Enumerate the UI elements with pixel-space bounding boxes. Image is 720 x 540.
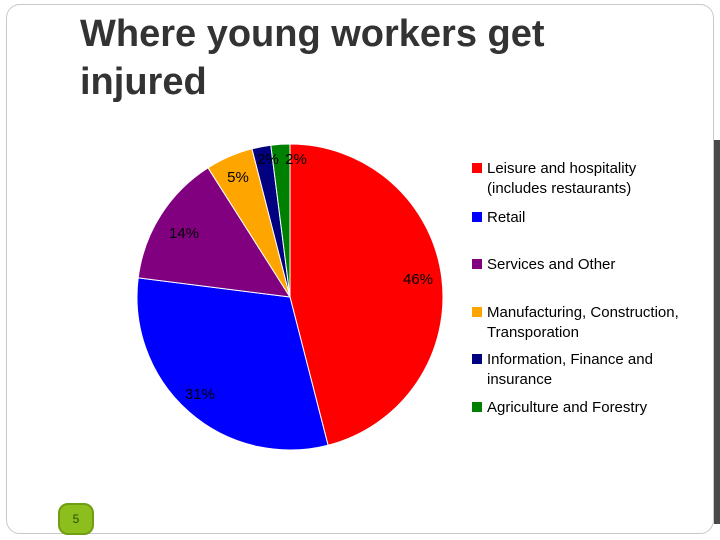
pie-slice [289,143,444,446]
slice-data-label: 14% [169,225,199,242]
legend-label: Transporation [487,324,579,341]
legend-item: Agriculture and Forestry [472,399,648,416]
legend-label: insurance [487,371,552,388]
slice-data-label: 2% [257,151,279,168]
legend-item: Manufacturing, Construction, Transporatio… [472,304,679,341]
legend-swatch [472,259,482,269]
legend-swatch [472,354,482,364]
legend-label: Agriculture and Forestry [487,399,648,416]
legend-label: Information, Finance and [487,351,653,368]
slice-data-label: 5% [227,169,249,186]
slice-data-label: 2% [285,151,307,168]
pie-slice [270,143,291,298]
legend-item: Leisure and hospitality (includes restaur… [472,160,637,197]
pie-slice [137,167,291,298]
legend-swatch [472,212,482,222]
legend-swatch [472,307,482,317]
slice-data-label: 31% [185,386,215,403]
legend-label: Leisure and hospitality [487,160,637,177]
slice-data-label: 46% [403,271,433,288]
legend-swatch [472,402,482,412]
legend-item: Information, Finance and insurance [472,351,653,388]
legend-label: Services and Other [487,256,615,273]
legend-label: (includes restaurants) [487,180,631,197]
legend-label: Retail [487,209,525,226]
legend-label: Manufacturing, Construction, [487,304,679,321]
pie-slice [136,277,329,451]
legend-item: Services and Other [472,256,615,273]
legend-swatch [472,163,482,173]
window-edge [714,140,720,524]
page-number-badge: 5 [58,503,94,535]
legend-item: Retail [472,209,525,226]
slide-title: Where young workers get injured [80,13,545,103]
